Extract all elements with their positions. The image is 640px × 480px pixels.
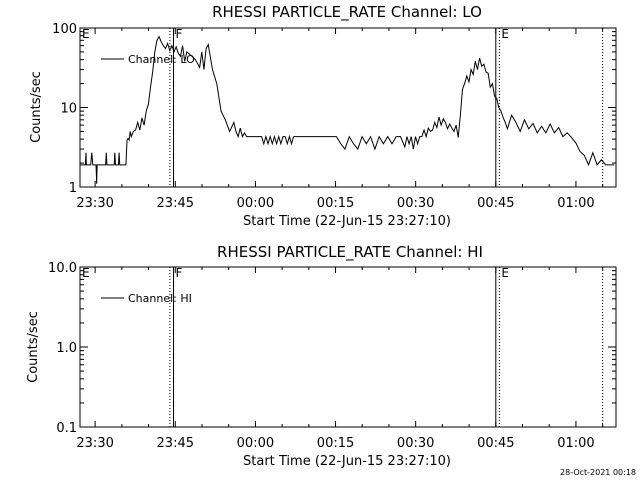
event-marker-label: F [175,266,182,280]
legend-entry: Channel: LO [128,53,195,66]
event-marker-label: E [82,27,90,41]
y-axis-label: Counts/sec [26,311,41,383]
x-tick-label: 00:00 [237,436,274,451]
event-marker-label: F [175,27,182,41]
x-tick-label: 23:30 [76,436,113,451]
y-tick-label: 1 [69,181,77,196]
chart-panel-lo: RHESSI PARTICLE_RATE Channel: LO Counts/… [29,3,617,229]
chart-title: RHESSI PARTICLE_RATE Channel: LO [212,3,482,22]
event-marker-label: E [501,27,509,41]
y-tick-label: 1.0 [56,341,77,356]
y-tick-label: 10.0 [48,261,77,276]
x-tick-label: 00:00 [237,196,274,211]
x-tick-label: 23:45 [157,436,194,451]
legend: Channel: LO [101,53,195,66]
footer-timestamp: 28-Oct-2021 00:18 [560,468,636,477]
x-axis-label: Start Time (22-Jun-15 23:27:10) [243,214,451,229]
y-tick-label: 10 [60,102,77,117]
legend: Channel: HI [101,292,192,305]
plot-frame [79,266,617,428]
axis-ticks: 23:30 23:45 00:00 00:15 00:30 00:45 01:00 0.1 1.… [48,261,616,451]
data-series [80,35,615,184]
x-tick-label: 01:00 [557,436,594,451]
x-tick-label: 00:45 [477,196,514,211]
x-tick-label: 00:15 [317,436,354,451]
x-tick-label: 00:30 [397,436,434,451]
x-tick-label: 00:45 [477,436,514,451]
legend-entry: Channel: HI [128,292,192,305]
event-marker-label: E [82,266,90,280]
x-tick-label: 23:45 [157,196,194,211]
x-tick-label: 01:00 [557,196,594,211]
x-tick-label: 23:30 [76,196,113,211]
axis-ticks: 23:30 23:45 00:00 00:15 00:30 00:45 01:00 1 10 10… [52,22,616,211]
plot-frame [79,27,617,188]
x-tick-label: 00:15 [317,196,354,211]
event-marker-label: E [501,266,509,280]
y-tick-label: 0.1 [56,421,77,436]
x-axis-label: Start Time (22-Jun-15 23:27:10) [243,454,451,469]
x-tick-label: 00:30 [397,196,434,211]
chart-panel-hi: RHESSI PARTICLE_RATE Channel: HI Counts/… [26,243,617,469]
y-tick-label: 100 [52,22,77,37]
y-axis-label: Counts/sec [29,71,44,143]
chart-title: RHESSI PARTICLE_RATE Channel: HI [217,243,483,262]
series-line [80,35,615,184]
